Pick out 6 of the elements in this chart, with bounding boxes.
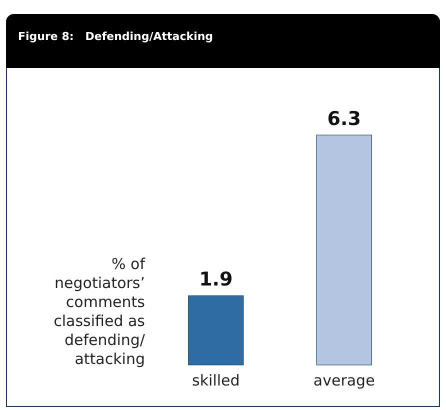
x-tick-label: skilled [192, 372, 240, 390]
chart-title: Figure 8: Defending/Attacking [6, 14, 440, 68]
data-label: 6.3 [327, 108, 361, 130]
x-tick-label: average [313, 372, 375, 390]
data-label: 1.9 [199, 268, 233, 291]
y-axis-title: % of negotiators’ comments classified as defending/ attacking [52, 255, 145, 369]
